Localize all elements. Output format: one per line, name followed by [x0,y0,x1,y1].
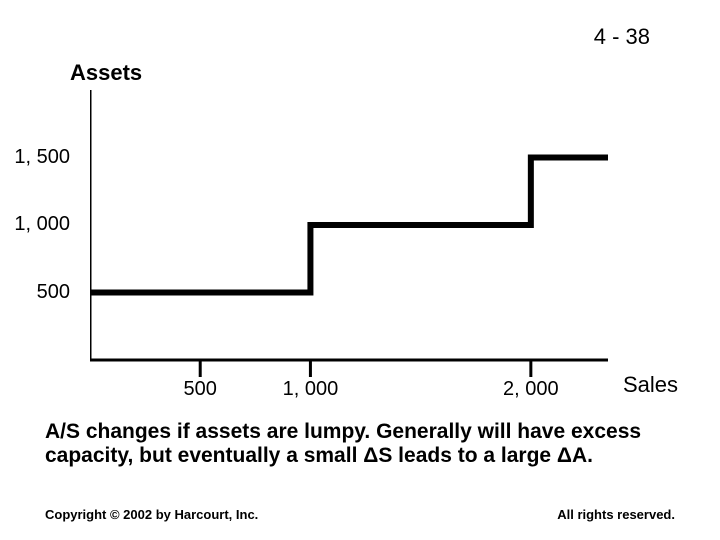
chart [90,90,620,380]
x-tick-label: 2, 000 [491,378,571,401]
chart-svg [90,90,620,380]
body-text: A/S changes if assets are lumpy. General… [45,420,675,468]
y-axis-title: Assets [70,60,142,86]
delta-symbol: Δ [557,444,572,467]
x-tick-label: 1, 000 [270,378,350,401]
y-tick-label: 1, 000 [10,213,70,236]
body-text-part3: A. [572,444,593,467]
y-tick-label: 500 [10,281,70,304]
delta-symbol: Δ [363,444,378,467]
page-number: 4 - 38 [594,24,650,50]
body-text-part2: S leads to a large [378,444,557,467]
x-tick-label: 500 [160,378,240,401]
footer-rights: All rights reserved. [557,507,675,522]
y-tick-label: 1, 500 [10,146,70,169]
footer-copyright: Copyright © 2002 by Harcourt, Inc. [45,507,258,522]
x-axis-title: Sales [623,372,678,398]
